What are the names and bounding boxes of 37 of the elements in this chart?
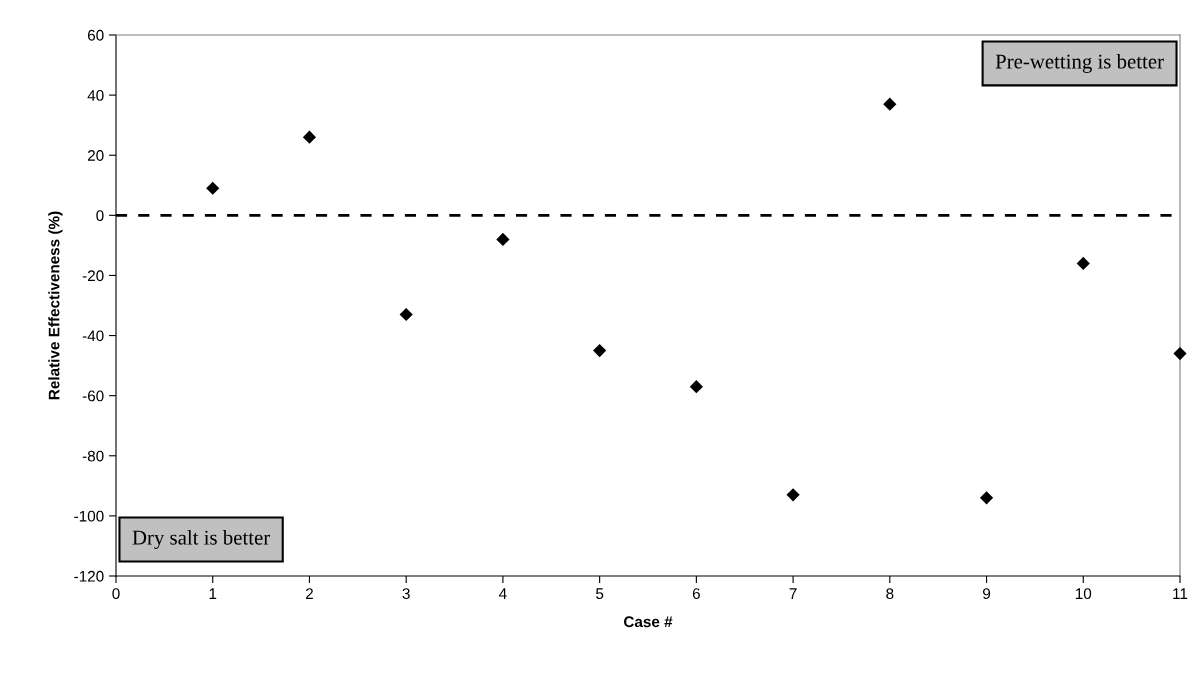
x-tick-label: 7 bbox=[789, 588, 797, 599]
y-tick-label: -60 bbox=[82, 390, 104, 402]
x-tick-label: 0 bbox=[112, 588, 120, 600]
x-tick-label: 8 bbox=[886, 588, 894, 600]
y-tick-label: 40 bbox=[87, 89, 104, 101]
x-tick-label: 9 bbox=[983, 588, 991, 600]
x-tick-label: 5 bbox=[596, 588, 604, 600]
point bbox=[1076, 256, 1090, 271]
y-tick-label: 60 bbox=[87, 29, 104, 41]
point bbox=[399, 307, 413, 322]
point bbox=[593, 344, 607, 358]
y-tick-label: -100 bbox=[74, 510, 104, 522]
point bbox=[302, 130, 317, 144]
annotation: Pre-wetting is better bbox=[995, 53, 1164, 73]
y-tick-label: -20 bbox=[82, 270, 104, 282]
x-tick-label: 3 bbox=[402, 588, 410, 600]
point bbox=[689, 380, 703, 394]
x-tick-label: 6 bbox=[692, 588, 700, 600]
point bbox=[979, 491, 994, 505]
annotation: Dry salt is better bbox=[132, 530, 271, 549]
point bbox=[883, 97, 897, 111]
x-tick-label: 1 bbox=[209, 588, 217, 599]
x-tick-label: 11 bbox=[1173, 588, 1188, 599]
y-tick-label: -40 bbox=[82, 330, 104, 342]
y-tick-label: 0 bbox=[96, 210, 104, 222]
point bbox=[206, 181, 220, 195]
x-tick-label: 2 bbox=[305, 588, 313, 599]
point bbox=[786, 488, 800, 502]
x-tick-label: 4 bbox=[499, 588, 507, 599]
y-axis-title: Relative Effectiveness (%) bbox=[48, 211, 63, 400]
y-tick-label: 20 bbox=[87, 150, 104, 161]
x-axis-title: Case # bbox=[624, 616, 673, 628]
x-tick-label: 10 bbox=[1075, 588, 1092, 600]
point bbox=[1173, 347, 1187, 361]
point bbox=[496, 232, 510, 246]
y-tick-label: -80 bbox=[82, 450, 104, 462]
y-tick-label: -120 bbox=[74, 570, 104, 582]
